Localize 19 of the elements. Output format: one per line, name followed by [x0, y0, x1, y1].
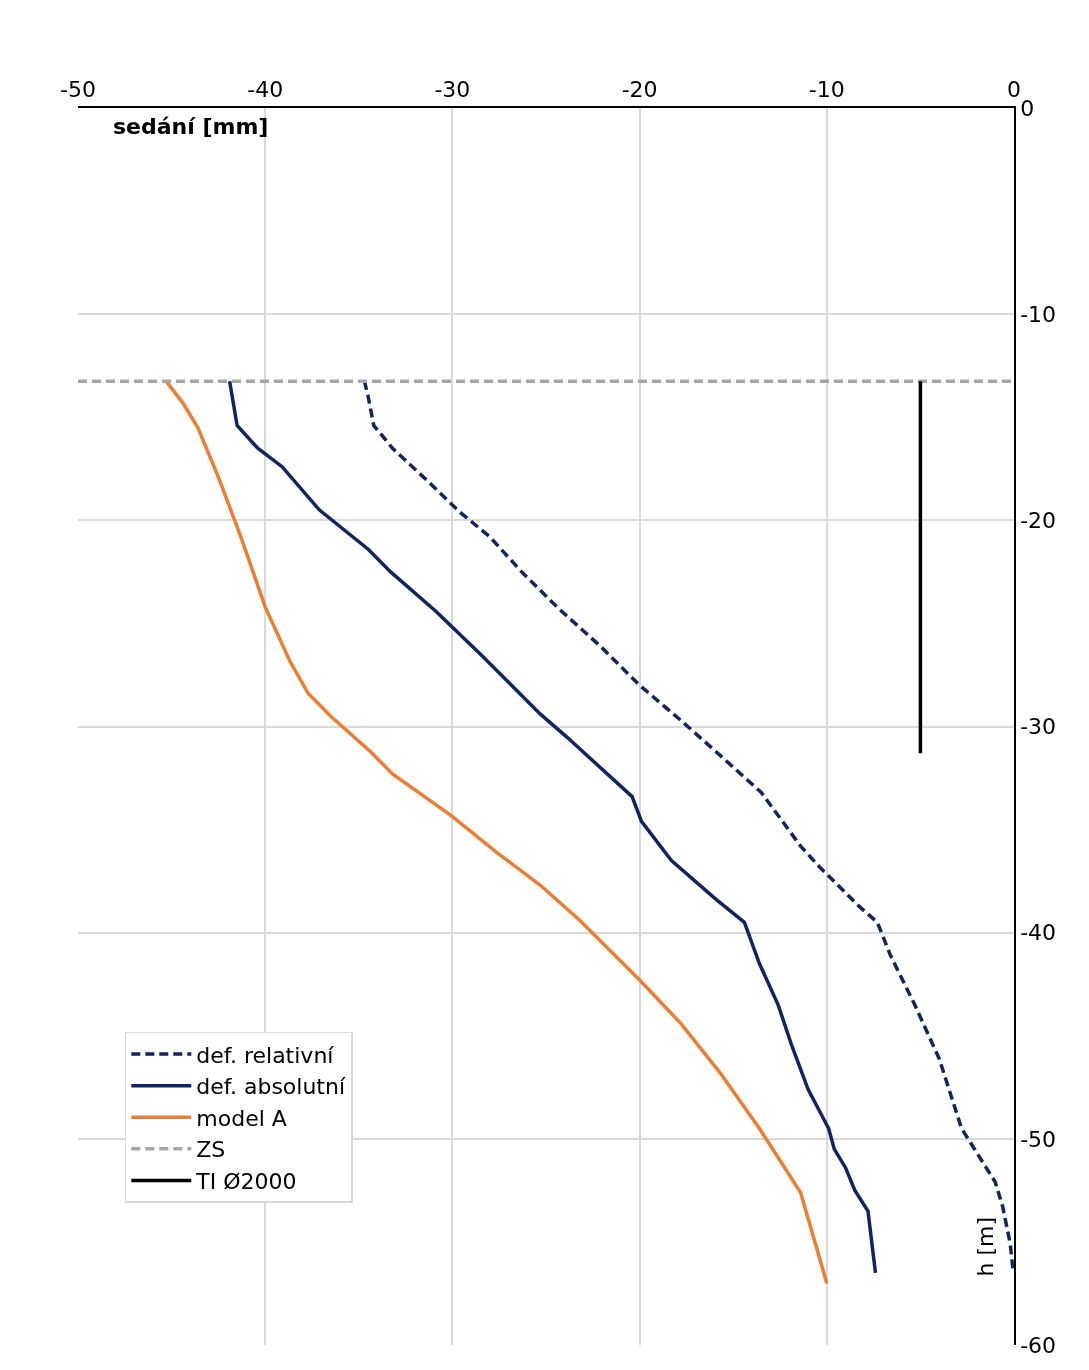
y-tick-label: -60 [1020, 1332, 1057, 1358]
legend-label: ZS [196, 1137, 226, 1163]
x-axis-title: sedání [mm] [113, 114, 269, 139]
legend-label: def. relativní [196, 1042, 335, 1068]
y-tick-label: -50 [1020, 1126, 1057, 1152]
y-tick-label: -30 [1020, 714, 1057, 740]
legend-label: model A [196, 1105, 287, 1131]
x-tick-label: -40 [247, 77, 284, 103]
y-tick-label: -10 [1020, 301, 1057, 327]
x-tick-label: -20 [621, 77, 658, 103]
y-tick-label: -20 [1020, 508, 1057, 534]
x-tick-label: -50 [60, 77, 96, 103]
legend-label: TI Ø2000 [195, 1169, 297, 1195]
x-tick-label: -30 [434, 77, 471, 103]
y-axis-title: h [m] [973, 1216, 999, 1277]
y-tick-label: -40 [1020, 920, 1057, 946]
legend-label: def. absolutní [196, 1074, 346, 1100]
x-tick-label: -10 [808, 77, 845, 103]
y-tick-label: 0 [1020, 95, 1035, 121]
